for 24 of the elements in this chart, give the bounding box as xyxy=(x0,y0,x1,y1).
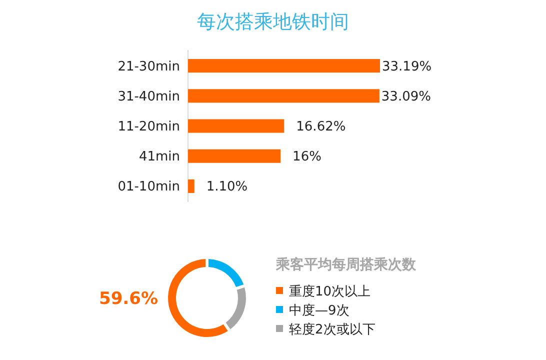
bar xyxy=(188,149,281,163)
y-tick-label: 31-40min xyxy=(118,89,180,104)
bar xyxy=(188,119,284,133)
donut-slice xyxy=(208,259,244,288)
chart-title: 每次搭乘地铁时间 xyxy=(197,11,349,33)
bar xyxy=(188,59,380,73)
y-tick-label: 41min xyxy=(138,150,180,165)
legend-title: 乘客平均每周搭乘次数 xyxy=(275,256,417,273)
data-label: 16.62% xyxy=(296,120,346,135)
data-label: 16% xyxy=(292,150,322,165)
bar xyxy=(188,89,380,103)
data-label: 1.10% xyxy=(206,180,248,195)
donut-slice xyxy=(168,259,228,337)
data-label: 33.09% xyxy=(381,89,431,104)
data-label: 33.19% xyxy=(382,59,432,74)
donut-slice xyxy=(226,287,246,330)
legend-label: 中度—9次 xyxy=(289,302,350,319)
legend-label: 轻度2次或以下 xyxy=(289,322,376,338)
legend-label: 重度10次以上 xyxy=(289,284,371,300)
bar xyxy=(188,179,194,193)
data-label: 59.6% xyxy=(99,288,158,309)
y-tick-label: 21-30min xyxy=(118,59,180,74)
y-tick-label: 11-20min xyxy=(118,120,180,135)
y-tick-label: 01-10min xyxy=(118,180,180,195)
